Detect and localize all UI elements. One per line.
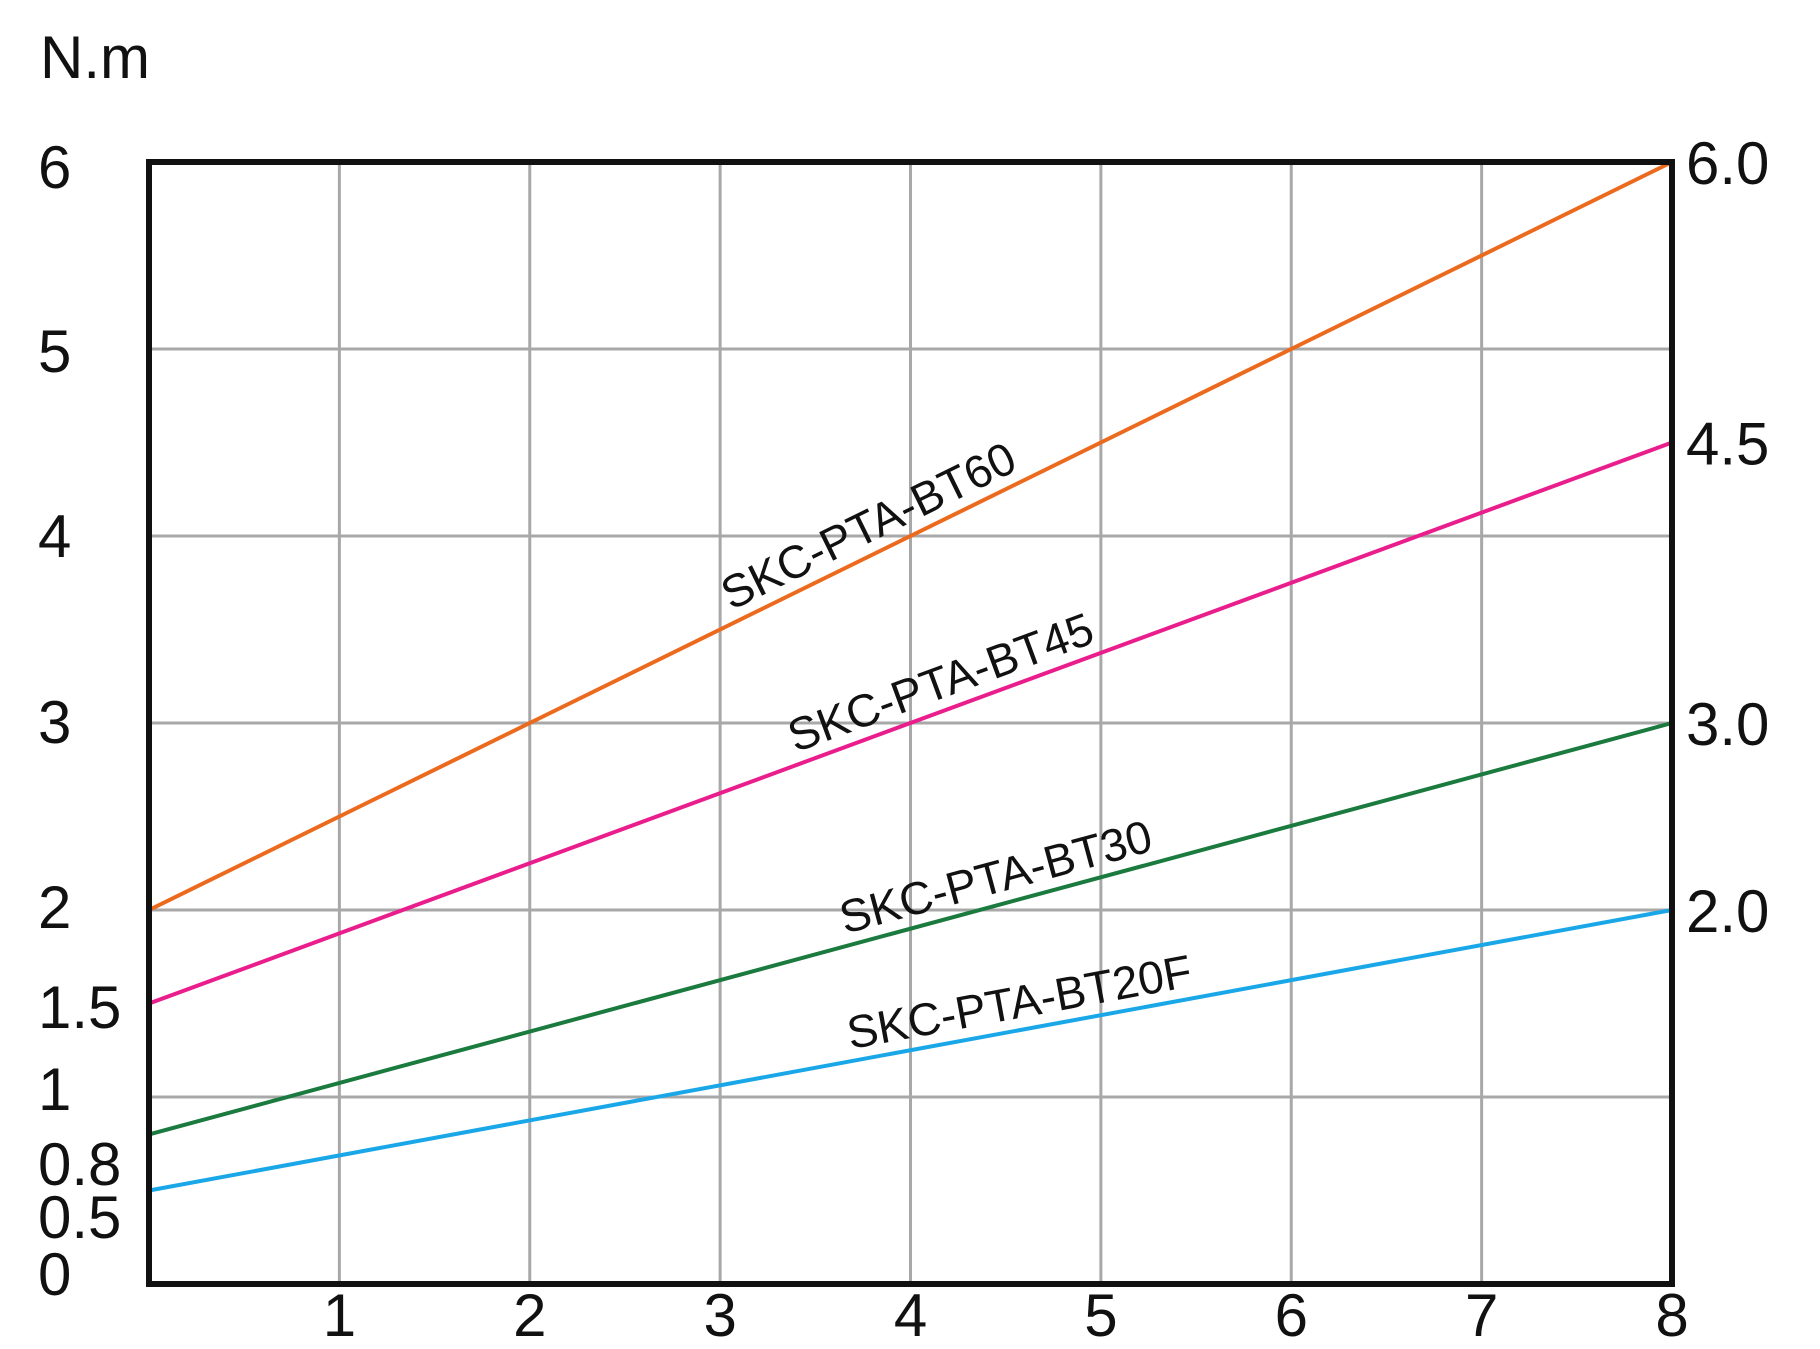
x-axis: 1 2 3 4 5 6 7 8 xyxy=(323,1282,1689,1349)
right-tick-label: 3.0 xyxy=(1686,691,1769,758)
series-line-skc-pta-bt30 xyxy=(148,721,1673,1137)
x-tick-label: 5 xyxy=(1084,1282,1117,1349)
left-tick-label: 5 xyxy=(38,318,71,385)
series-lines xyxy=(148,160,1673,1193)
left-axis: 00.50.8 1 1.5 2 3 4 5 6 xyxy=(38,134,121,1308)
left-tick-label: 6 xyxy=(38,134,71,201)
x-tick-label: 1 xyxy=(323,1282,356,1349)
series-label-skc-pta-bt45: SKC-PTA-BT45 xyxy=(781,602,1100,762)
x-tick-label: 2 xyxy=(513,1282,546,1349)
right-tick-label: 2.0 xyxy=(1686,878,1769,945)
left-tick-label: 1.5 xyxy=(38,974,121,1041)
right-axis: 6.0 4.5 3.0 2.0 xyxy=(1686,130,1769,945)
series-line-skc-pta-bt60 xyxy=(148,160,1673,912)
left-tick-label: 2 xyxy=(38,874,71,941)
x-tick-label: 4 xyxy=(894,1282,927,1349)
left-tick-label: 0 xyxy=(38,1241,71,1308)
left-tick-label: 3 xyxy=(38,689,71,756)
series-label-skc-pta-bt60: SKC-PTA-BT60 xyxy=(713,431,1024,619)
right-tick-label: 4.5 xyxy=(1686,411,1769,478)
left-tick-label: 0.5 xyxy=(38,1184,121,1251)
left-tick-label: 0.8 xyxy=(38,1131,121,1198)
x-tick-label: 6 xyxy=(1275,1282,1308,1349)
left-tick-label: 4 xyxy=(38,503,71,570)
x-tick-label: 8 xyxy=(1655,1282,1688,1349)
series-labels: SKC-PTA-BT60SKC-PTA-BT45SKC-PTA-BT30SKC-… xyxy=(713,431,1196,1059)
series-label-skc-pta-bt20f: SKC-PTA-BT20F xyxy=(843,945,1196,1059)
plot-frame xyxy=(146,159,1675,1287)
series-line-skc-pta-bt45 xyxy=(148,440,1673,1006)
left-tick-label: 1 xyxy=(38,1056,71,1123)
series-line-skc-pta-bt20f xyxy=(148,908,1673,1193)
x-tick-label: 7 xyxy=(1465,1282,1498,1349)
unit-label: N.m xyxy=(40,24,150,91)
x-tick-label: 3 xyxy=(703,1282,736,1349)
right-tick-label: 6.0 xyxy=(1686,130,1769,197)
